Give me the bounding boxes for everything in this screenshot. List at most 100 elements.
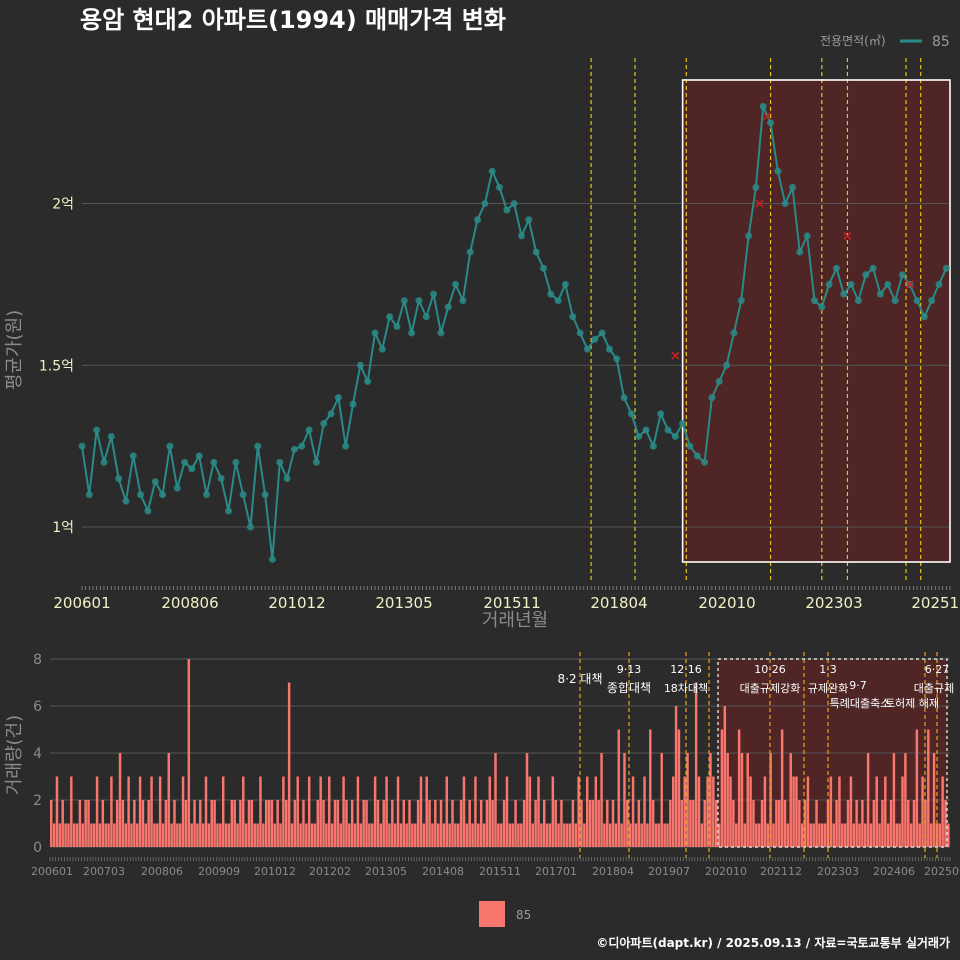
price-point — [144, 507, 152, 515]
volume-bar — [864, 823, 867, 847]
volume-bar — [342, 776, 345, 847]
volume-bar — [75, 823, 79, 847]
volume-bar — [422, 823, 426, 847]
policy-label-2: 18차대책 — [664, 682, 708, 695]
volume-bar — [800, 823, 804, 847]
volume-bar — [792, 776, 795, 847]
volume-bar — [64, 823, 67, 847]
mean-price-marker — [843, 231, 852, 240]
volume-bar — [336, 800, 340, 847]
price-point — [510, 200, 518, 208]
volume-bar — [528, 776, 532, 847]
volume-bar — [818, 823, 821, 847]
volume-bar — [391, 800, 394, 847]
volume-bar — [720, 729, 724, 847]
volume-bar — [886, 823, 890, 847]
volume-bar — [545, 823, 549, 847]
price-point — [796, 248, 804, 256]
volume-bar — [115, 800, 119, 847]
price-point — [349, 400, 357, 408]
volume-bar — [717, 823, 721, 847]
price-point — [920, 313, 928, 321]
volume-bar — [752, 800, 755, 847]
volume-bar — [542, 800, 546, 847]
volume-bar — [611, 800, 615, 847]
price-point — [224, 507, 232, 515]
volume-bar — [285, 800, 288, 847]
price-point — [129, 452, 137, 460]
price-point — [840, 290, 848, 298]
price-point — [781, 200, 789, 208]
x-tick-label-bottom: 202406 — [873, 865, 915, 878]
price-point — [474, 216, 482, 224]
y-tick-label-bottom: 8 — [33, 652, 42, 668]
volume-bar — [164, 800, 168, 847]
volume-bar — [439, 800, 443, 847]
volume-bar — [852, 823, 856, 847]
x-tick-label-top: 202510 — [911, 594, 960, 612]
volume-bar — [250, 800, 254, 847]
price-point — [466, 248, 474, 256]
volume-bar — [901, 776, 904, 847]
volume-bar — [477, 823, 480, 847]
price-point — [459, 297, 467, 305]
volume-bar — [780, 729, 784, 847]
price-point — [935, 280, 943, 288]
price-point — [664, 426, 672, 434]
price-point — [378, 345, 386, 353]
x-tick-label-top: 201305 — [375, 594, 432, 612]
chart-title: 용암 현대2 아파트(1994) 매매가격 변화 — [80, 6, 506, 34]
price-point — [745, 232, 753, 240]
volume-bar — [798, 800, 801, 847]
volume-bar — [671, 776, 675, 847]
volume-bar — [98, 823, 102, 847]
volume-bar — [408, 800, 411, 847]
volume-bar — [657, 823, 661, 847]
price-point — [539, 264, 547, 272]
volume-bar — [522, 800, 526, 847]
volume-bar — [786, 823, 790, 847]
y-axis-title-bottom: 거래량(건) — [4, 715, 25, 795]
volume-bar — [606, 800, 609, 847]
volume-bar — [712, 776, 715, 847]
volume-bar — [325, 823, 328, 847]
volume-bar — [551, 776, 555, 847]
volume-bar — [500, 823, 503, 847]
volume-bar — [345, 800, 348, 847]
volume-bar — [442, 823, 446, 847]
volume-bar — [124, 823, 127, 847]
volume-bar — [746, 753, 749, 847]
price-point — [312, 458, 320, 466]
volume-bar — [425, 776, 428, 847]
volume-bar — [201, 823, 205, 847]
volume-bar — [895, 823, 899, 847]
price-point — [832, 264, 840, 272]
price-point — [173, 484, 181, 492]
volume-bar — [78, 800, 82, 847]
highlight-region-top — [682, 80, 950, 562]
highlight-frame-top — [681, 79, 951, 563]
policy-label-4: 규제완화 — [808, 682, 848, 695]
price-point — [708, 394, 716, 402]
volume-bar — [227, 823, 231, 847]
volume-bar — [293, 800, 297, 847]
price-point — [810, 297, 818, 305]
price-point — [737, 297, 745, 305]
price-point — [759, 103, 767, 111]
volume-bar — [170, 823, 173, 847]
volume-bar — [921, 776, 924, 847]
y-tick-label-bottom: 0 — [33, 840, 42, 856]
price-point — [715, 377, 723, 385]
price-point — [752, 183, 760, 191]
volume-bar — [393, 823, 397, 847]
volume-bar — [350, 800, 354, 847]
volume-bar — [608, 823, 612, 847]
x-tick-label-top: 200601 — [53, 594, 110, 612]
price-point — [591, 335, 599, 343]
volume-bar — [330, 823, 334, 847]
price-point — [730, 329, 738, 337]
volume-bar — [763, 776, 767, 847]
volume-bar — [153, 823, 156, 847]
volume-bar — [858, 823, 861, 847]
